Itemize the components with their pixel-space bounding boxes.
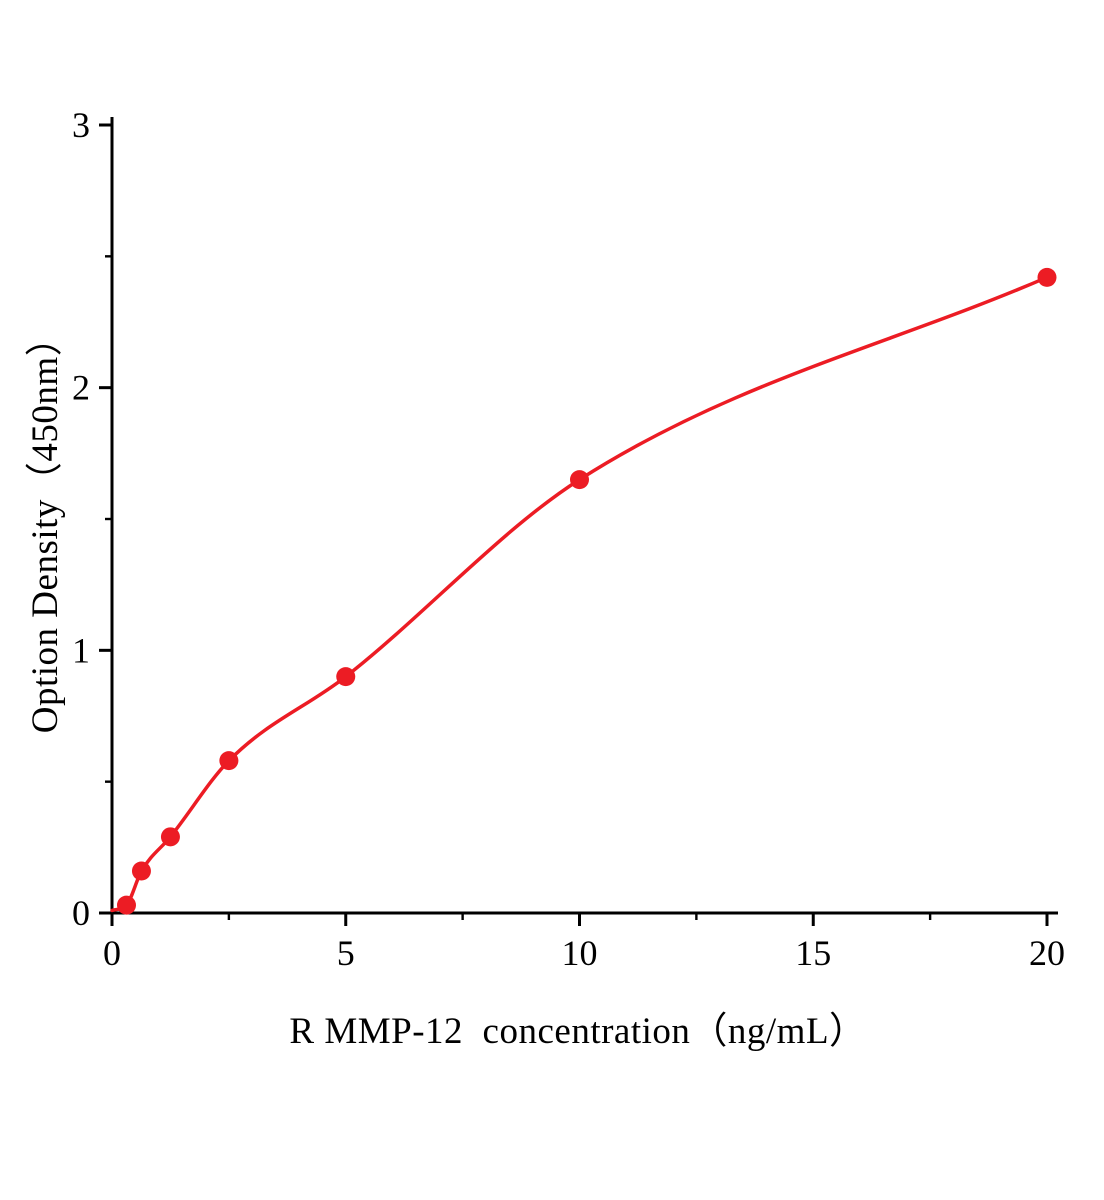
y-tick-label: 2 (72, 368, 90, 408)
y-tick-label: 3 (72, 105, 90, 145)
fit-curve (110, 275, 1049, 913)
y-tick-label: 1 (72, 630, 90, 670)
x-tick-label: 10 (562, 933, 598, 973)
y-tick-label: 0 (72, 893, 90, 933)
x-tick-label: 20 (1029, 933, 1065, 973)
data-point (219, 751, 239, 771)
data-point (570, 470, 589, 490)
y-axis-title: Option Density（450nm） (25, 318, 66, 734)
tick-labels: 0 5 10 15 20 0 1 2 3 (72, 105, 1065, 973)
data-point (160, 827, 180, 847)
data-points (116, 267, 1057, 915)
data-point (336, 667, 356, 687)
x-axis-title: R MMP-12 concentration（ng/mL） (289, 1011, 867, 1052)
x-tick-label: 0 (103, 933, 121, 973)
tick-marks (99, 123, 1049, 926)
x-tick-label: 5 (337, 933, 355, 973)
axes (110, 117, 1058, 915)
data-point (116, 895, 136, 915)
data-point (131, 861, 151, 881)
data-point (1037, 267, 1057, 287)
x-tick-label: 15 (795, 933, 831, 973)
